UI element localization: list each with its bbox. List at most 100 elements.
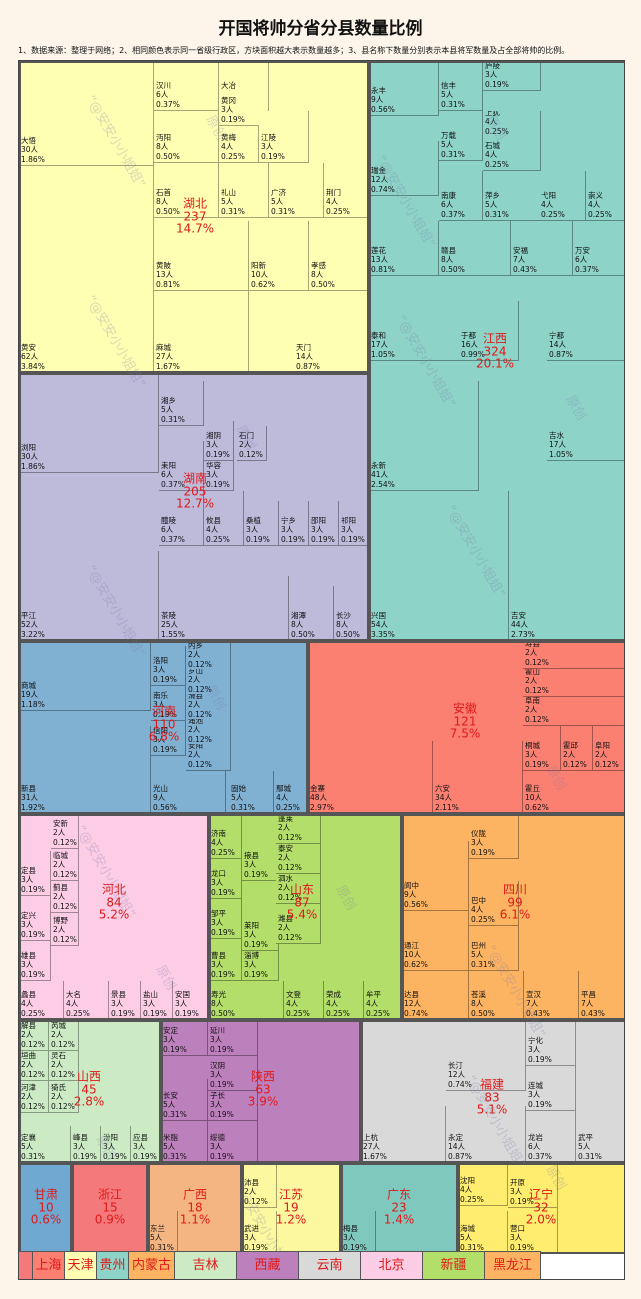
legend-item: 内蒙古 [129, 1251, 175, 1279]
province-name: 四川 [502, 882, 527, 897]
county-pct: 0.25% [276, 802, 300, 812]
county-cell: 黄冈 3人 0.19% [219, 91, 269, 126]
province-count: 84 [106, 894, 122, 909]
county-label: 弋阳 4人 0.25% [541, 191, 565, 220]
county-label: 安福 7人 0.43% [513, 246, 537, 275]
county-count: 10人 [251, 270, 269, 279]
county-label: 南乐 3人 0.19% [153, 691, 177, 720]
county-name: 景县 [111, 989, 126, 999]
province-name: 陕西 [250, 1069, 275, 1084]
county-label: 孝感 8人 0.50% [311, 261, 335, 290]
county-name: 吉安 [511, 610, 526, 620]
county-label: 万安 6人 0.37% [575, 246, 599, 275]
county-count: 5人 [163, 1100, 176, 1109]
county-cell: 安福 7人 0.43% [511, 221, 573, 276]
county-cell: 开原 3人 0.19% [508, 1163, 558, 1208]
county-pct: 0.19% [528, 1054, 552, 1064]
county-name: 于都 [461, 330, 476, 340]
county-name: 庐陵 [485, 61, 500, 70]
county-label: 耒阳 6人 0.37% [161, 461, 185, 490]
county-name: 赣县 [441, 245, 456, 255]
county-count: 2人 [188, 675, 201, 684]
county-label: 连城 3人 0.19% [528, 1081, 552, 1110]
county-label: 垣曲 2人 0.12% [21, 1051, 45, 1079]
county-cell: 宁化 3人 0.19% [526, 1021, 576, 1066]
county-pct: 1.55% [161, 629, 185, 639]
county-cell: 子长 3人 0.19% [208, 1091, 258, 1121]
county-cell: 寿光 8人 0.50% [209, 981, 284, 1020]
county-pct: 0.50% [156, 206, 180, 216]
county-count: 5人 [471, 950, 484, 959]
county-count: 3人 [261, 142, 274, 151]
county-cell: 大名 4人 0.25% [64, 981, 109, 1020]
county-name: 潍县 [278, 913, 293, 923]
province-label: 江苏 19 1.2% [276, 1188, 307, 1226]
county-count: 2人 [53, 828, 66, 837]
county-name: 桑植 [246, 515, 261, 525]
province-border [19, 1020, 161, 1163]
county-count: 2人 [51, 1060, 64, 1069]
county-cell: 宣汉 7人 0.43% [524, 971, 579, 1020]
county-label: 定兴 3人 0.19% [21, 911, 45, 940]
county-count: 3人 [210, 1070, 223, 1079]
county-name: 泰安 [278, 844, 293, 853]
county-cell: 黄陂 13人 0.81% [154, 221, 249, 291]
county-pct: 0.12% [51, 1039, 75, 1049]
county-cell: 永定 14人 0.87% [446, 1106, 526, 1163]
county-name: 瑞金 [371, 165, 386, 175]
county-cell: 泰和 17人 1.05% [369, 301, 467, 361]
legend-item: 新疆 [423, 1251, 485, 1279]
province-border [209, 814, 402, 1020]
county-pct: 0.19% [210, 1044, 234, 1054]
province-name: 福建 [479, 1077, 504, 1092]
county-count: 6人 [575, 255, 588, 264]
county-count: 4人 [21, 999, 34, 1008]
county-cell: 沛县 2人 0.12% [242, 1163, 277, 1208]
county-label: 蓟县 2人 0.12% [53, 883, 77, 912]
county-cell: 莲花 13人 0.81% [369, 221, 439, 276]
county-count: 3人 [153, 700, 166, 709]
county-pct: 0.62% [251, 279, 275, 289]
county-name: 石首 [156, 187, 171, 197]
county-label: 罗山 2人 0.12% [188, 669, 212, 694]
county-cell: 阆中 9人 0.56% [402, 841, 469, 911]
county-label: 汉阴 3人 0.19% [210, 1061, 234, 1090]
county-cell: 宁乡 3人 0.19% [279, 501, 309, 546]
county-name: 定县 [21, 865, 36, 875]
county-count: 2人 [525, 705, 538, 714]
county-cell: 新县 31人 1.92% [19, 726, 151, 814]
county-pct: 0.56% [153, 802, 177, 812]
county-cell: 麻城 27人 1.67% [154, 291, 249, 373]
county-pct: 0.19% [153, 709, 177, 719]
county-cell: 上犹 4人 0.25% [483, 111, 541, 138]
province-name: 辽宁 [528, 1187, 553, 1202]
county-cell: 湘阴 3人 0.19% [204, 421, 234, 461]
county-name: 六安 [435, 783, 450, 793]
county-label: 通江 10人 0.62% [404, 941, 428, 970]
county-name: 茶陵 [161, 610, 176, 620]
county-name: 罗山 [188, 669, 203, 675]
county-label: 祁阳 3人 0.19% [341, 516, 365, 545]
county-pct: 0.81% [371, 264, 395, 274]
county-label: 河津 2人 0.12% [21, 1083, 45, 1112]
county-count: 2人 [278, 883, 291, 892]
county-cell: 内乡 2人 0.12% [186, 641, 231, 671]
county-name: 灵石 [51, 1051, 66, 1060]
county-count: 30人 [21, 452, 39, 461]
county-pct: 0.43% [526, 1008, 550, 1018]
province-pct: 20.1% [475, 356, 515, 371]
county-name: 营口 [510, 1223, 525, 1233]
county-pct: 0.37% [161, 534, 185, 544]
county-name: 汾阳 [103, 1132, 118, 1142]
county-label: 巴州 5人 0.31% [471, 941, 495, 970]
county-label: 黄陂 13人 0.81% [156, 261, 180, 290]
county-count: 13人 [371, 255, 389, 264]
province-label: 湖南 205 12.7% [176, 472, 214, 510]
province-pct: 5.4% [286, 907, 318, 922]
county-pct: 2.73% [511, 629, 535, 639]
county-label: 临城 2人 0.12% [53, 851, 77, 880]
county-cell: 祁阳 3人 0.19% [339, 501, 369, 546]
county-name: 光山 [153, 783, 168, 793]
county-name: 祁阳 [341, 515, 356, 525]
county-label: 掖县 3人 0.19% [244, 851, 268, 880]
